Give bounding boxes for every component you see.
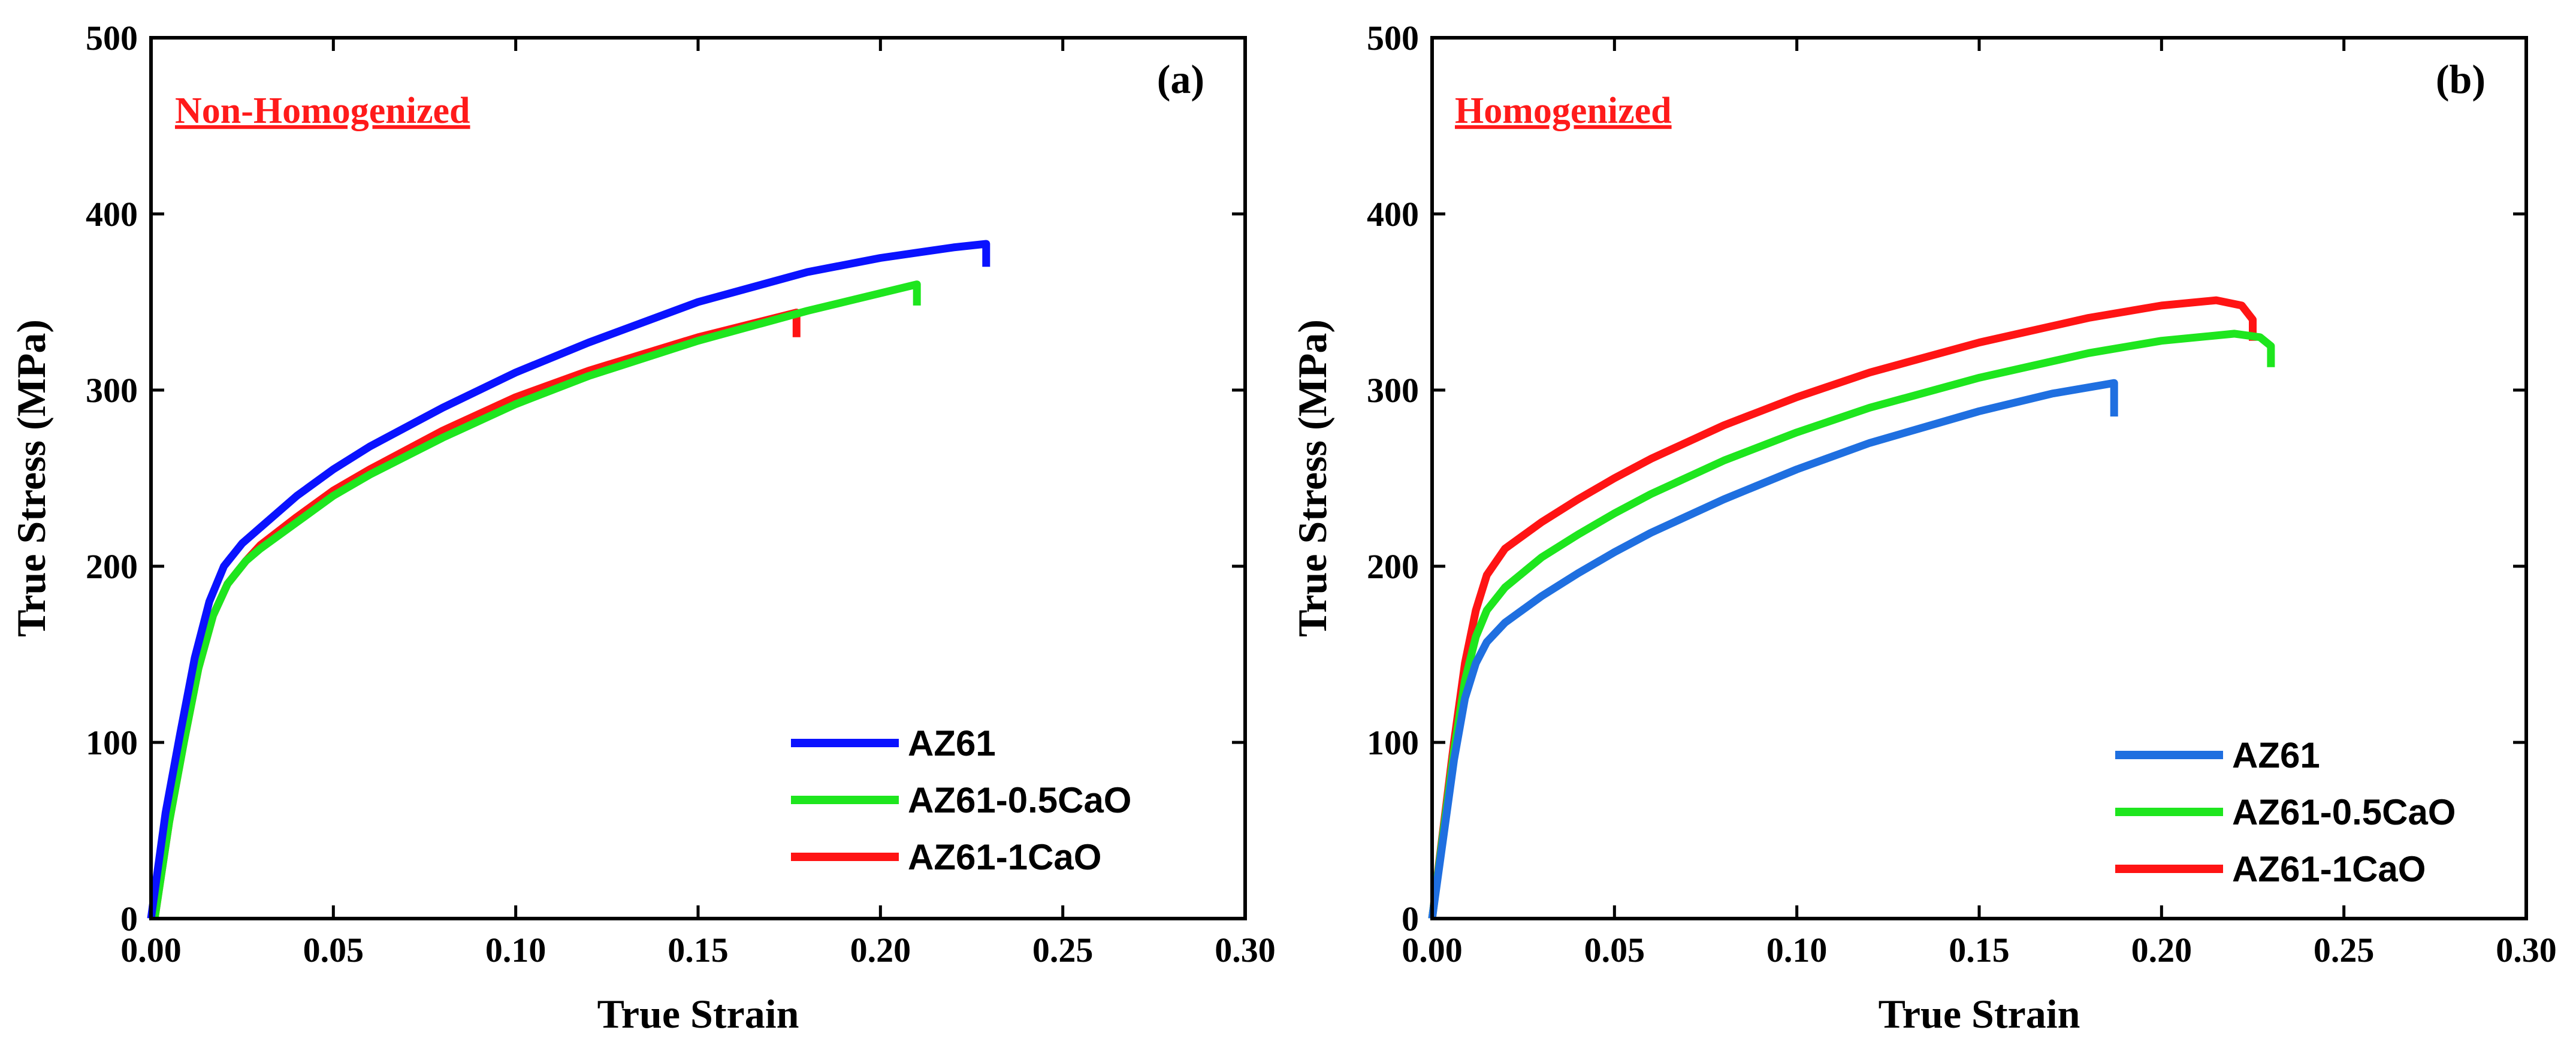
panel-b-legend: AZ61 AZ61-0.5CaO AZ61-1CaO: [2115, 735, 2456, 889]
panel-a-y-tick-label: 300: [86, 371, 138, 410]
panel-b-series: [1428, 296, 2275, 919]
panel-a-x-tick-label: 0.20: [850, 931, 911, 970]
panel-b-x-tick-label: 0.10: [1766, 931, 1828, 970]
panel-b-tag: (b): [2436, 56, 2486, 102]
panel-a-x-tick-label: 0.30: [1215, 931, 1276, 970]
panel-a-x-tick-label: 0.05: [303, 931, 364, 970]
panel-a-legend: AZ61 AZ61-0.5CaO AZ61-1CaO: [791, 723, 1131, 877]
panel-b-series-az61-0-5cao: [1428, 330, 2275, 919]
panel-a-legend-label: AZ61-0.5CaO: [908, 780, 1131, 820]
panel-b-y-tick-label: 500: [1367, 19, 1419, 58]
panel-b-ticks: 0.00 0.05 0.10 0.15 0.20 0.25 0.30 0 100 200 300 40…: [1367, 19, 2557, 970]
panel-a-x-tick-label: 0.25: [1032, 931, 1094, 970]
panel-b-y-tick-label: 200: [1367, 547, 1419, 586]
panel-b-x-axis-title: True Strain: [1879, 991, 2080, 1037]
panel-a-y-tick-label: 100: [86, 723, 138, 762]
panel-a-ticks: 0.00 0.05 0.10 0.15 0.20 0.25 0.30 0 100 200 300 40…: [86, 19, 1276, 970]
panel-b: 0.00 0.05 0.10 0.15 0.20 0.25 0.30 0 100 200 300 40…: [1289, 19, 2557, 1037]
panel-b-condition-label: Homogenized: [1455, 90, 1672, 131]
panel-a-x-tick-label: 0.00: [120, 931, 182, 970]
panel-b-y-tick-label: 100: [1367, 723, 1419, 762]
panel-b-y-tick-label: 400: [1367, 195, 1419, 234]
panel-b-y-axis-title: True Stress (MPa): [1289, 319, 1335, 637]
panel-b-legend-label: AZ61: [2232, 735, 2320, 775]
panel-b-plot-frame: [1430, 36, 2528, 920]
panel-a-series-az61: [147, 240, 990, 919]
panel-b-x-tick-label: 0.00: [1402, 931, 1463, 970]
panel-b-x-tick-label: 0.20: [2131, 931, 2193, 970]
panel-b-legend-label: AZ61-0.5CaO: [2232, 792, 2456, 832]
panel-b-x-tick-label: 0.30: [2496, 931, 2557, 970]
panel-a-x-tick-label: 0.15: [668, 931, 729, 970]
panel-a-series: [147, 240, 990, 919]
panel-a-series-az61-1cao: [150, 309, 801, 919]
panel-a-series-az61-0-5cao: [150, 280, 921, 919]
panel-b-series-az61: [1428, 379, 2118, 919]
panel-b-legend-label: AZ61-1CaO: [2232, 849, 2426, 889]
panel-a: 0.00 0.05 0.10 0.15 0.20 0.25 0.30 0 100 200 300 40…: [8, 19, 1276, 1037]
panel-a-x-axis-title: True Strain: [597, 991, 799, 1037]
panel-b-x-tick-label: 0.05: [1584, 931, 1645, 970]
panel-a-condition-label: Non-Homogenized: [175, 90, 470, 131]
panel-a-y-tick-label: 200: [86, 547, 138, 586]
panel-b-x-tick-label: 0.25: [2314, 931, 2375, 970]
panel-b-x-tick-label: 0.15: [1949, 931, 2010, 970]
panel-a-legend-label: AZ61: [908, 723, 996, 763]
panel-b-series-az61-1cao: [1428, 296, 2257, 919]
panel-a-tag: (a): [1157, 56, 1204, 102]
panel-b-y-tick-label: 0: [1402, 899, 1419, 938]
panel-a-x-tick-label: 0.10: [485, 931, 546, 970]
panel-a-y-tick-label: 500: [86, 19, 138, 58]
panel-a-y-axis-title: True Stress (MPa): [8, 319, 54, 637]
panel-b-y-tick-label: 300: [1367, 371, 1419, 410]
panel-a-legend-label: AZ61-1CaO: [908, 837, 1101, 877]
panel-a-y-tick-label: 0: [120, 899, 138, 938]
panel-a-y-tick-label: 400: [86, 195, 138, 234]
